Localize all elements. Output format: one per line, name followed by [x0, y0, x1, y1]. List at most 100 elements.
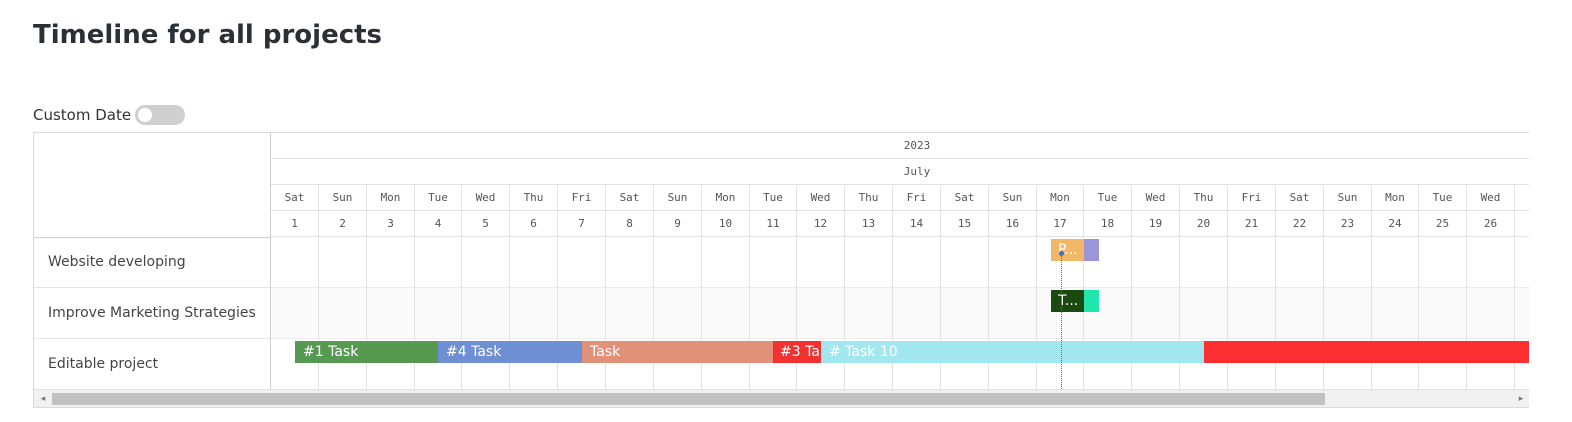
- task-bar[interactable]: [1084, 290, 1099, 312]
- grid-line: [1179, 237, 1180, 389]
- grid-line: [1036, 237, 1037, 389]
- day-number-cell: 13: [845, 211, 893, 237]
- project-name[interactable]: Website developing: [34, 237, 270, 288]
- weekday-cell: T: [1515, 185, 1529, 211]
- custom-date-toggle[interactable]: [135, 105, 186, 125]
- day-number-cell: 2: [319, 211, 367, 237]
- task-bar[interactable]: P...: [1051, 239, 1084, 261]
- weekday-header-row: Sat Sun Mon Tue Wed Thu Fri Sat Sun Mon Tue Wed Thu F…: [271, 185, 1529, 211]
- grid-line: [366, 237, 367, 389]
- grid-line: [605, 237, 606, 389]
- weekday-cell: Wed: [462, 185, 510, 211]
- year-label: 2023: [903, 139, 931, 152]
- day-number-cell: 11: [750, 211, 797, 237]
- scroll-left-arrow[interactable]: ◂: [40, 393, 46, 403]
- day-number-cell: 23: [1324, 211, 1372, 237]
- day-number-cell: 21: [1228, 211, 1276, 237]
- weekday-cell: Sat: [271, 185, 319, 211]
- custom-date-control: Custom Date: [33, 104, 186, 126]
- weekday-cell: Thu: [845, 185, 893, 211]
- task-bar[interactable]: Task: [582, 341, 773, 363]
- month-header-row: July: [271, 159, 1529, 185]
- day-number-cell: 24: [1372, 211, 1419, 237]
- task-bar[interactable]: #3 Ta: [773, 341, 821, 363]
- page-title: Timeline for all projects: [33, 20, 383, 50]
- grid-line: [1131, 237, 1132, 389]
- weekday-cell: Sun: [1324, 185, 1372, 211]
- horizontal-scrollbar[interactable]: ◂ ▸: [34, 389, 1529, 407]
- grid-line: [1275, 237, 1276, 389]
- grid-line: [509, 237, 510, 389]
- day-number-cell: 14: [893, 211, 941, 237]
- weekday-cell: Thu: [1180, 185, 1228, 211]
- grid-line: [1227, 237, 1228, 389]
- grid-line: [1466, 237, 1467, 389]
- weekday-cell: Mon: [1037, 185, 1084, 211]
- today-marker-line: [1061, 254, 1062, 389]
- weekday-cell: Wed: [1132, 185, 1180, 211]
- weekday-cell: Sun: [989, 185, 1037, 211]
- project-row: [271, 237, 1529, 288]
- weekday-cell: Sat: [1276, 185, 1324, 211]
- weekday-cell: Tue: [415, 185, 462, 211]
- month-label: July: [903, 165, 931, 178]
- day-number-cell: 10: [702, 211, 750, 237]
- year-header-row: 2023: [271, 133, 1529, 159]
- weekday-cell: Tue: [1419, 185, 1467, 211]
- day-number-cell: [1515, 211, 1529, 237]
- weekday-cell: Wed: [1467, 185, 1515, 211]
- task-bar[interactable]: #4 Task: [438, 341, 582, 363]
- grid-line: [1083, 237, 1084, 389]
- scroll-right-arrow[interactable]: ▸: [1518, 393, 1524, 403]
- grid-line: [461, 237, 462, 389]
- project-name[interactable]: Improve Marketing Strategies: [34, 288, 270, 339]
- weekday-cell: Fri: [1228, 185, 1276, 211]
- project-list-header: [34, 133, 270, 238]
- day-number-cell: 26: [1467, 211, 1515, 237]
- scroll-thumb[interactable]: [52, 393, 1325, 405]
- day-number-cell: 20: [1180, 211, 1228, 237]
- grid-line: [892, 237, 893, 389]
- task-bar[interactable]: [1204, 341, 1529, 363]
- weekday-cell: Tue: [1084, 185, 1132, 211]
- grid-line: [940, 237, 941, 389]
- day-number-cell: 16: [989, 211, 1037, 237]
- project-list-panel: Website developing Improve Marketing Stra…: [34, 133, 271, 390]
- day-number-cell: 8: [606, 211, 654, 237]
- grid-line: [701, 237, 702, 389]
- gantt-chart: Website developing Improve Marketing Stra…: [33, 132, 1529, 408]
- weekday-cell: Sat: [941, 185, 989, 211]
- daynumber-header-row: 1 2 3 4 5 6 7 8 9 10 11 12 13 14 15 16 17 18 19 20 21 22 23 24 2…: [271, 211, 1529, 237]
- day-number-cell: 9: [654, 211, 702, 237]
- grid-line: [1418, 237, 1419, 389]
- day-number-cell: 4: [415, 211, 462, 237]
- task-bar[interactable]: [1084, 239, 1099, 261]
- grid-line: [653, 237, 654, 389]
- weekday-cell: Mon: [1372, 185, 1419, 211]
- task-bar[interactable]: T...: [1051, 290, 1084, 312]
- weekday-cell: Fri: [558, 185, 606, 211]
- day-number-cell: 1: [271, 211, 319, 237]
- project-row: [271, 288, 1529, 339]
- grid-line: [1514, 237, 1515, 389]
- weekday-cell: Tue: [750, 185, 797, 211]
- weekday-cell: Thu: [510, 185, 558, 211]
- weekday-cell: Sat: [606, 185, 654, 211]
- day-number-cell: 12: [797, 211, 845, 237]
- weekday-cell: Sun: [654, 185, 702, 211]
- toggle-knob: [138, 108, 153, 122]
- task-bar[interactable]: # Task 10: [821, 341, 1204, 363]
- day-number-cell: 15: [941, 211, 989, 237]
- project-name[interactable]: Editable project: [34, 339, 270, 390]
- timeline-area: 2023 July Sat Sun Mon Tue Wed Thu Fri Sat Sun Mon…: [271, 133, 1529, 389]
- task-bar[interactable]: #1 Task: [295, 341, 438, 363]
- grid-line: [1371, 237, 1372, 389]
- day-number-cell: 25: [1419, 211, 1467, 237]
- day-number-cell: 6: [510, 211, 558, 237]
- grid-line: [796, 237, 797, 389]
- custom-date-label: Custom Date: [33, 106, 132, 124]
- day-number-cell: 7: [558, 211, 606, 237]
- today-marker-dot: [1059, 251, 1064, 256]
- day-number-cell: 19: [1132, 211, 1180, 237]
- grid-line: [988, 237, 989, 389]
